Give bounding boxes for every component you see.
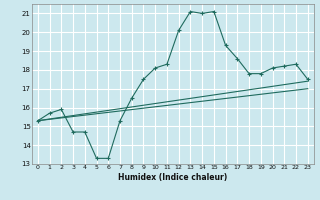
X-axis label: Humidex (Indice chaleur): Humidex (Indice chaleur) [118, 173, 228, 182]
